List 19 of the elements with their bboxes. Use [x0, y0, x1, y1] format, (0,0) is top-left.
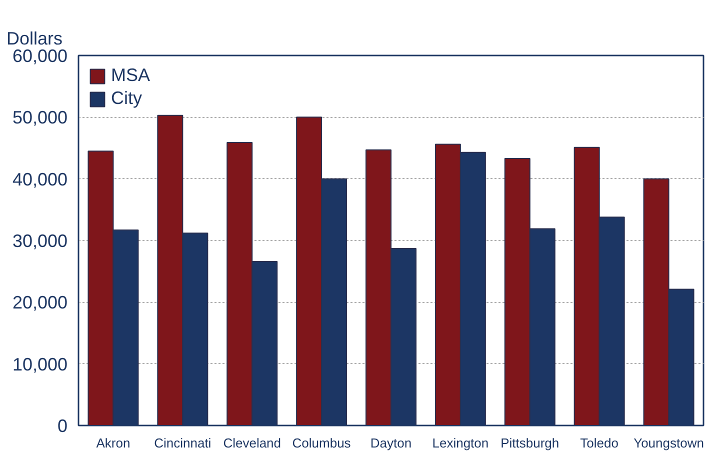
y-tick-label: 40,000	[12, 169, 68, 190]
x-tick-label: Columbus	[292, 436, 352, 450]
y-axis-title: Dollars	[6, 28, 63, 48]
y-tick-label: 20,000	[12, 292, 68, 313]
y-tick-label: 50,000	[12, 108, 68, 128]
y-tick-label: 0	[57, 416, 68, 436]
x-tick-label: Lexington	[432, 436, 489, 450]
x-tick-label: Dayton	[370, 436, 412, 450]
y-tick-label: 60,000	[12, 46, 68, 66]
x-tick-label: Youngstown	[634, 436, 704, 450]
y-tick-label: 30,000	[12, 231, 68, 251]
legend-label: City	[111, 88, 142, 109]
x-tick-label: Pittsburgh	[500, 436, 560, 450]
x-tick-label: Cleveland	[223, 436, 282, 450]
x-tick-label: Akron	[96, 436, 130, 450]
x-tick-label: Toledo	[580, 436, 618, 450]
y-tick-label: 10,000	[12, 354, 68, 374]
legend-label: MSA	[111, 65, 150, 86]
x-tick-label: Cincinnati	[154, 436, 212, 450]
